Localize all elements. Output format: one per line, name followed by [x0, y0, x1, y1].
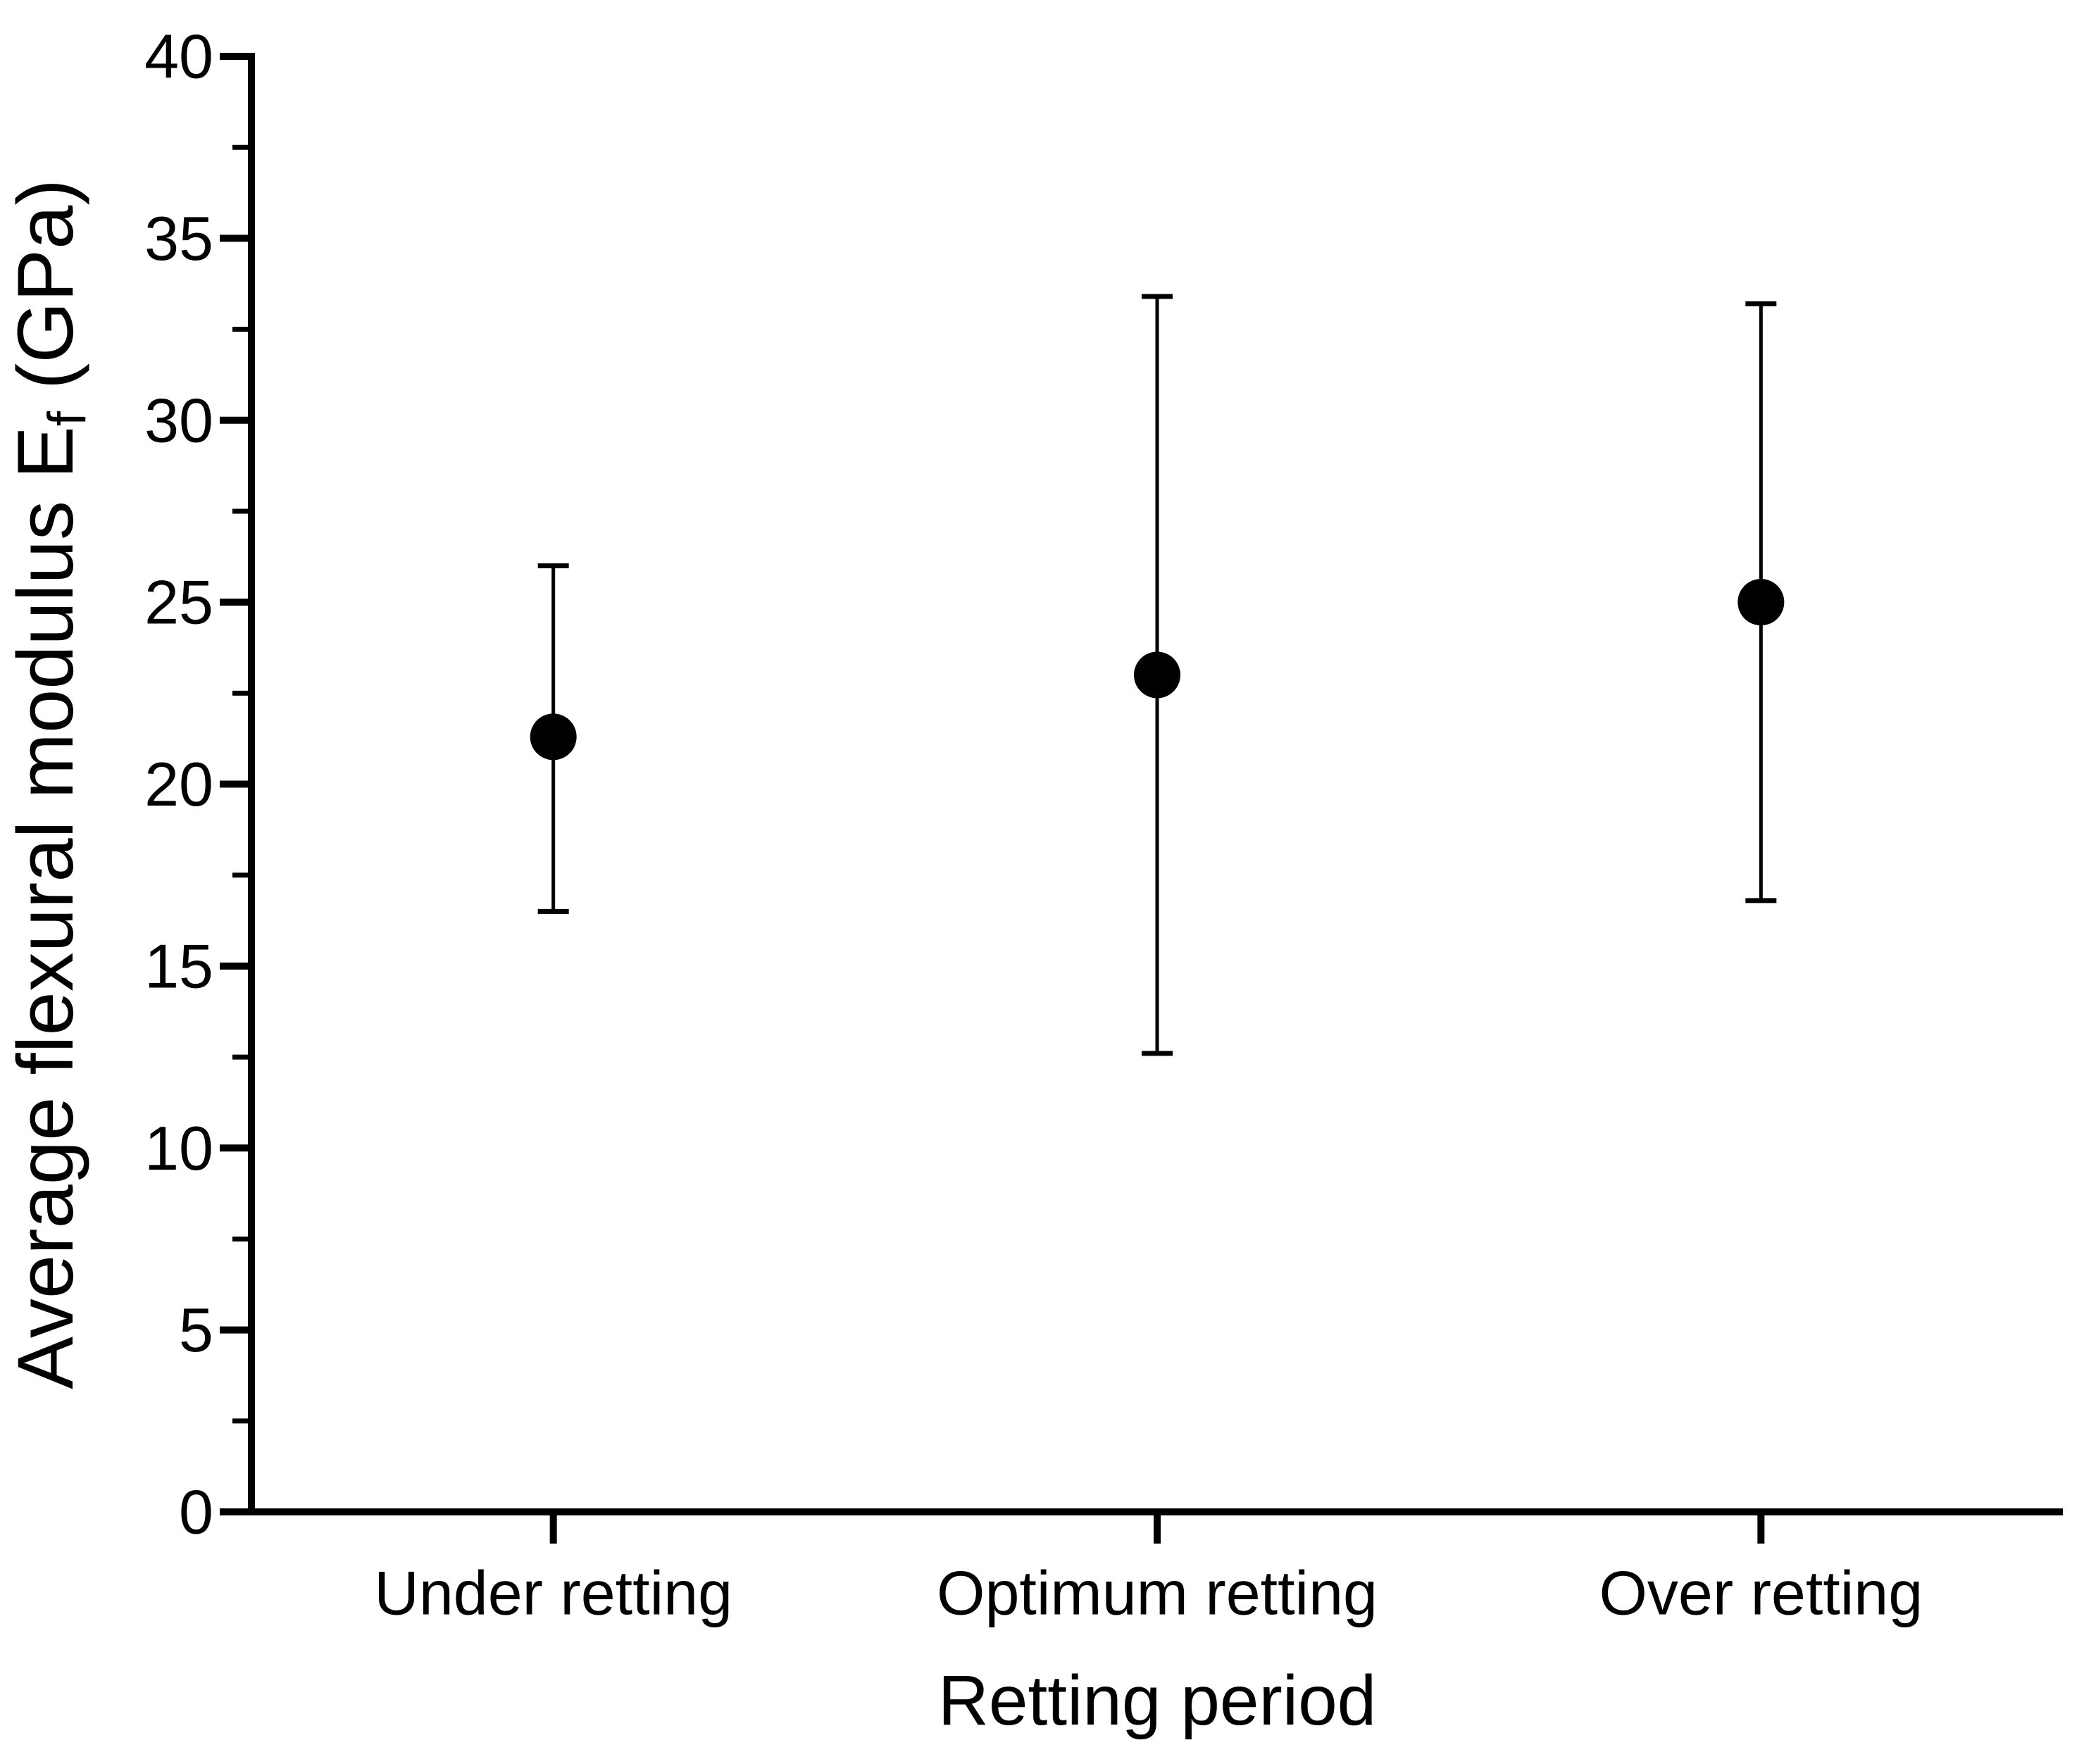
data-point-marker [530, 713, 577, 761]
y-axis-title: Average flexural modulus Ef (GPa) [1, 179, 97, 1389]
y-tick-label: 20 [144, 749, 213, 819]
x-axis-title: Retting period [938, 1661, 1377, 1740]
y-tick-label: 40 [144, 22, 213, 92]
data-point-marker [1737, 579, 1785, 626]
x-category-label: Under retting [374, 1558, 732, 1628]
y-tick-label: 10 [144, 1113, 213, 1183]
y-tick-label: 30 [144, 385, 213, 455]
x-category-label: Optimum retting [937, 1558, 1378, 1628]
y-tick-label: 15 [144, 931, 213, 1001]
y-tick-label: 35 [144, 204, 213, 273]
y-tick-label: 25 [144, 568, 213, 637]
data-point-marker [1134, 651, 1180, 699]
y-tick-label: 0 [179, 1477, 213, 1547]
x-category-label: Over retting [1599, 1558, 1923, 1628]
y-tick-label: 5 [179, 1295, 213, 1365]
